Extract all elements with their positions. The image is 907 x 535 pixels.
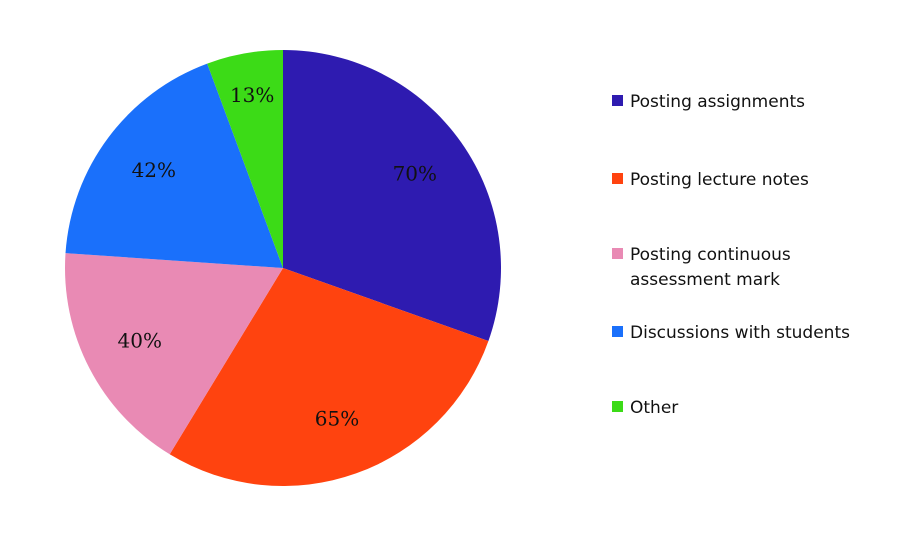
slice-value-label: 70% [393,161,437,185]
legend-label: Posting continuous assessment mark [630,243,898,293]
slice-value-label: 65% [315,407,359,431]
legend-swatch [612,248,623,259]
legend-item-discussions-with-students: Discussions with students [612,321,898,346]
legend-label-line: Posting continuous [630,245,791,265]
legend-swatch [612,95,623,106]
legend-swatch [612,401,623,412]
legend-label: Posting lecture notes [630,170,809,190]
slice-value-label: 42% [132,158,176,182]
pie-slice-posting-assignments [283,50,501,342]
pie-slice-other [207,50,283,268]
legend-label: Other [630,398,679,418]
legend-item-posting-continuous-assessment-mark: Posting continuous assessment mark [612,243,898,293]
legend-label-line: assessment mark [630,270,780,290]
legend-item-posting-assignments: Posting assignments [612,90,898,115]
legend-label: Posting assignments [630,92,805,112]
pie-slice-discussions-with-students [65,63,283,268]
legend: Posting assignments Posting lecture note… [612,0,902,535]
pie-slice-posting-continuous-assessment-mark [64,253,283,455]
legend-label: Discussions with students [630,323,850,343]
legend-item-other: Other [612,396,898,421]
legend-swatch [612,173,623,184]
pie-slice-posting-lecture-notes [169,268,489,486]
slice-value-label: 13% [230,83,274,107]
slice-value-label: 40% [118,329,162,353]
legend-swatch [612,326,623,337]
legend-item-posting-lecture-notes: Posting lecture notes [612,168,898,193]
